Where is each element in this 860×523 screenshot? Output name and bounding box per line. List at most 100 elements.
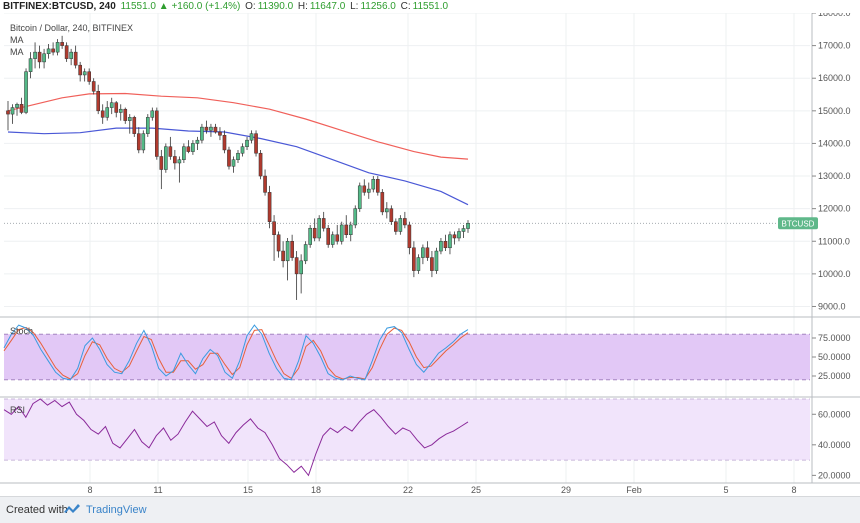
candle-body-down (344, 224, 349, 235)
candle (461, 224, 466, 238)
candle-body-up (461, 228, 466, 232)
candle (448, 231, 452, 255)
candle-body-down (258, 152, 263, 177)
candle (37, 45, 42, 69)
candle-body-down (173, 156, 177, 164)
candle-body-up (24, 71, 28, 113)
candle (425, 241, 430, 261)
candle (371, 176, 376, 193)
candle (385, 202, 389, 219)
stoch-tick-label: 50.0000 (818, 352, 851, 362)
candle-body-up (150, 110, 155, 118)
candle-body-down (254, 133, 258, 154)
candle-body-down (425, 247, 430, 258)
x-tick-label: 8 (791, 485, 796, 495)
candle (168, 136, 173, 160)
y-tick-label: 15000.0 (818, 106, 851, 116)
candle (60, 35, 64, 49)
candle-body-down (60, 42, 64, 46)
candle (348, 221, 353, 242)
candle (326, 224, 331, 248)
candle-body-down (96, 91, 101, 112)
candle (19, 97, 24, 115)
candle (263, 169, 267, 196)
y-tick-label: 14000.0 (818, 138, 851, 148)
candle (145, 114, 150, 137)
candle (434, 247, 439, 274)
candle (330, 231, 335, 248)
candle (82, 68, 87, 82)
y-tick-label: 16000.0 (818, 73, 851, 83)
candle (439, 238, 443, 255)
candle-body-up (330, 234, 335, 245)
candle-body-up (28, 58, 33, 72)
candle-body-down (403, 218, 407, 226)
candle (245, 136, 249, 150)
candle-body-down (227, 149, 231, 167)
candle (195, 136, 200, 150)
candle (78, 61, 82, 82)
candle (127, 114, 132, 134)
stoch-tick-label: 25.0000 (818, 371, 851, 381)
candle (222, 130, 227, 154)
candle (150, 107, 155, 121)
candle (281, 241, 285, 268)
candle-body-down (218, 131, 222, 136)
candle (96, 84, 101, 115)
candle (6, 101, 10, 131)
candle (276, 231, 281, 258)
x-tick-label: 5 (723, 485, 728, 495)
candle-body-down (321, 218, 326, 229)
candle-body-down (452, 234, 457, 239)
tradingview-logo-icon[interactable] (62, 502, 82, 516)
ma-slow-legend: MA (10, 47, 24, 57)
candle-body-up (231, 159, 236, 167)
candle (213, 123, 218, 134)
y-tick-label: 18000.0 (818, 13, 851, 18)
x-tick-label: 8 (87, 485, 92, 495)
rsi-label: RSI (10, 405, 25, 415)
candle-body-up (303, 244, 308, 262)
high-value: 11647.0 (309, 1, 346, 12)
candle-body-down (114, 102, 119, 113)
footer: Created with TradingView (0, 496, 860, 523)
candle-body-down (213, 126, 218, 133)
candle-body-up (348, 224, 353, 235)
candle-body-up (191, 143, 195, 152)
candle-body-down (272, 221, 276, 235)
candle-body-down (64, 45, 69, 59)
candle (254, 130, 258, 157)
candle-body-down (389, 208, 394, 222)
candle-body-down (123, 108, 128, 121)
candle-body-down (91, 81, 96, 92)
candle-body-up (15, 104, 19, 108)
candle (159, 149, 164, 190)
candle (24, 68, 28, 115)
candle-body-up (109, 102, 114, 108)
candle-body-up (466, 223, 470, 229)
candle (141, 130, 146, 154)
price-tag: BTCUSD (778, 217, 818, 230)
candle (10, 104, 15, 124)
symbol-label[interactable]: BITFINEX:BTCUSD, 240 (3, 1, 116, 12)
candle-body-up (339, 224, 344, 242)
candle-body-down (132, 117, 137, 134)
candle-body-down (294, 257, 299, 275)
x-tick-label: 15 (243, 485, 253, 495)
x-tick-label: 22 (403, 485, 413, 495)
candle (353, 205, 358, 229)
candle-body-up (434, 250, 439, 271)
y-tick-label: 10000.0 (818, 269, 851, 279)
tradingview-brand[interactable]: TradingView (86, 504, 147, 516)
candle (209, 123, 213, 137)
candle (362, 179, 367, 196)
candle-body-up (240, 146, 245, 154)
stoch-k-line (3, 324, 469, 381)
candle (186, 140, 191, 154)
candle (231, 156, 236, 173)
candle (430, 251, 434, 278)
candle-body-down (326, 227, 331, 245)
candle-body-up (42, 53, 46, 63)
chart-area[interactable]: 8 11 15 18 22 25 29 Feb 5 8 18000.0 17000.0 16000.0 1… (0, 13, 860, 496)
candle-body-up (105, 107, 110, 118)
